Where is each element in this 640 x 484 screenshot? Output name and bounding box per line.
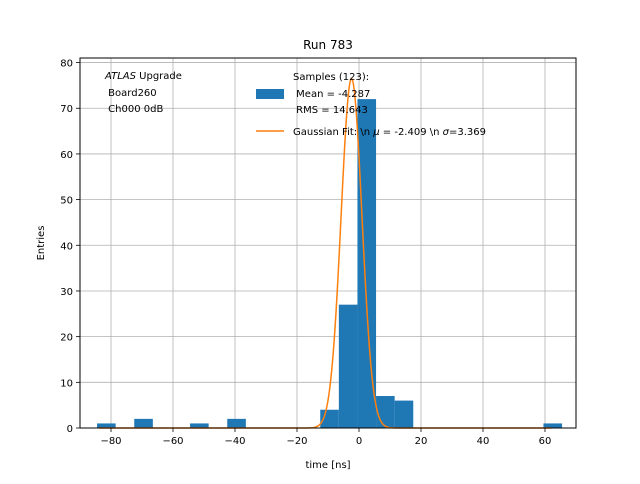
info-atlas: ATLAS — [104, 71, 137, 82]
plot-frame — [79, 57, 577, 429]
histogram-bar — [376, 396, 395, 428]
histogram-bar — [97, 423, 116, 428]
y-tick-label: 40 — [60, 241, 73, 252]
y-tick-label: 70 — [60, 104, 73, 115]
legend: Samples (123): Mean = -4.287 RMS = 14.64… — [256, 72, 486, 138]
info-line-1: ATLAS Upgrade — [104, 71, 182, 82]
y-axis-label: Entries — [36, 226, 47, 261]
legend-fit-mid: = -2.409 \n — [380, 127, 443, 138]
legend-histogram-line-1: Samples (123): — [293, 72, 369, 83]
legend-fit-sigma: σ — [443, 127, 450, 138]
x-axis-ticks: −80 −60 −40 −20 0 20 40 60 — [100, 428, 551, 447]
histogram-bar — [357, 99, 377, 428]
info-text: ATLAS Upgrade Board260 Ch000 0dB — [104, 71, 182, 115]
x-tick-label: −20 — [286, 436, 307, 447]
y-tick-label: 20 — [60, 333, 73, 344]
histogram-bar — [394, 400, 414, 428]
x-axis-label: time [ns] — [305, 460, 350, 471]
info-line-2: Board260 — [105, 88, 157, 99]
x-tick-label: 60 — [539, 436, 552, 447]
legend-fit-label: Gaussian Fit: \n μ = -2.409 \n σ=3.369 — [293, 127, 486, 138]
x-tick-label: 20 — [415, 436, 428, 447]
histogram-bar — [543, 423, 563, 428]
y-tick-label: 10 — [60, 378, 73, 389]
y-tick-label: 80 — [60, 59, 73, 70]
histogram-bars — [97, 99, 563, 428]
histogram-bar — [190, 423, 209, 428]
legend-fit-prefix: Gaussian Fit: \n — [293, 127, 373, 138]
info-line-3: Ch000 0dB — [105, 104, 163, 115]
chart-title: Run 783 — [303, 38, 353, 52]
legend-histogram-line-2: Mean = -4.287 — [293, 89, 370, 100]
x-tick-label: 0 — [356, 436, 362, 447]
info-upgrade: Upgrade — [136, 71, 182, 82]
legend-fit-suffix: =3.369 — [449, 127, 486, 138]
legend-histogram-swatch — [256, 89, 284, 99]
y-tick-label: 0 — [67, 424, 73, 435]
y-tick-label: 60 — [60, 150, 73, 161]
x-tick-label: −80 — [100, 436, 121, 447]
x-tick-label: −60 — [162, 436, 183, 447]
grid-lines — [80, 58, 576, 429]
x-tick-label: −40 — [224, 436, 245, 447]
y-tick-label: 30 — [60, 287, 73, 298]
legend-fit-mu: μ — [372, 127, 379, 138]
y-axis-ticks: 0 10 20 30 40 50 60 70 80 — [60, 59, 80, 435]
histogram-bar — [338, 304, 358, 428]
histogram-bar — [134, 418, 153, 428]
x-tick-label: 40 — [477, 436, 490, 447]
histogram-bar — [227, 418, 246, 428]
y-tick-label: 50 — [60, 196, 73, 207]
legend-histogram-line-3: RMS = 14.643 — [293, 105, 368, 116]
